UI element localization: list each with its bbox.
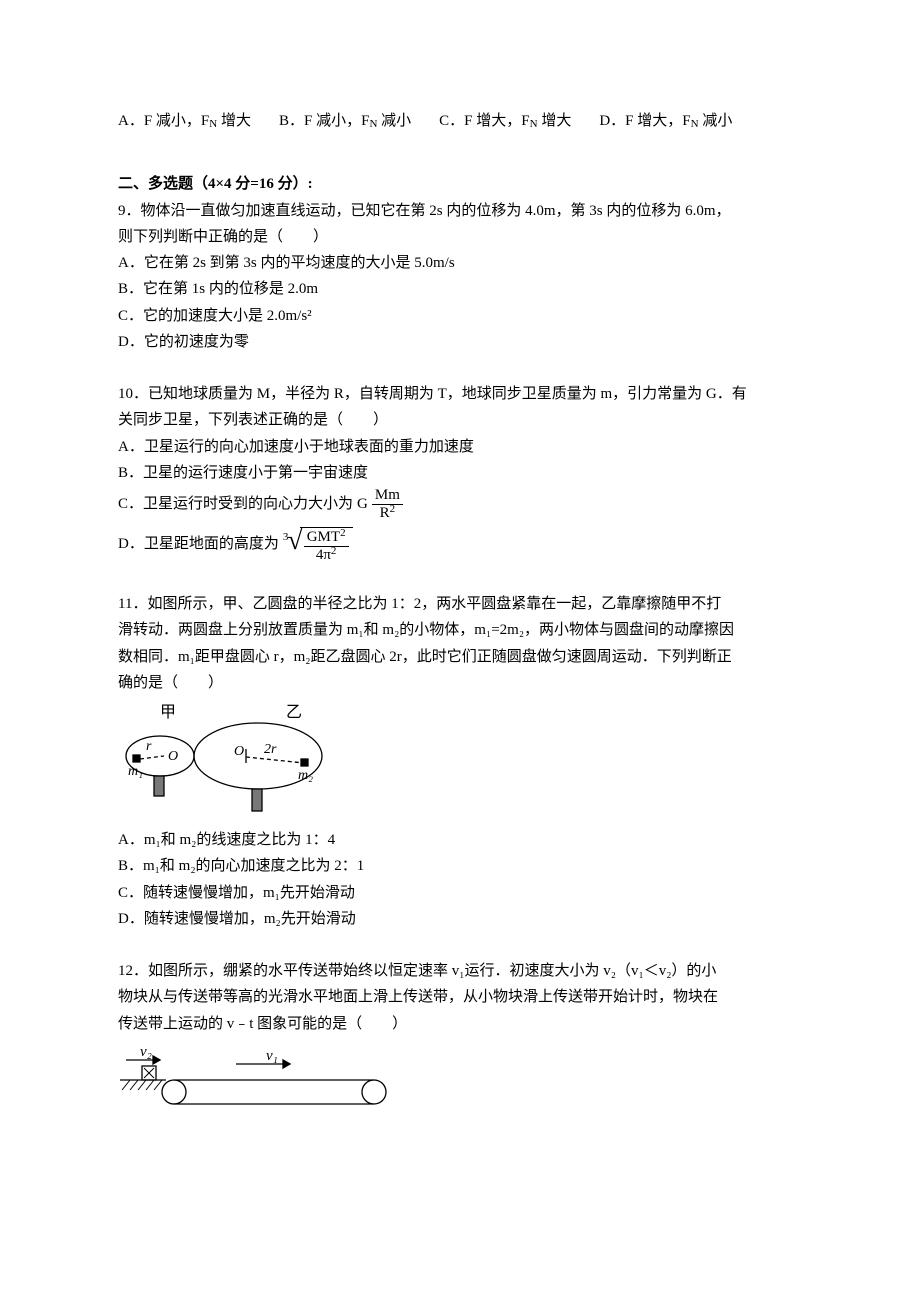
q10-opt-b: B．卫星的运行速度小于第一宇宙速度 — [118, 462, 802, 485]
q9-stem-line1: 9．物体沿一直做匀加速直线运动，已知它在第 2s 内的位移为 4.0m，第 3s… — [118, 200, 802, 223]
q11-stem-line2: 滑转动．两圆盘上分别放置质量为 m₁和 m₂的小物体，m₁=2m₂，两小物体与圆… — [118, 619, 802, 642]
q10-opt-a: A．卫星运行的向心加速度小于地球表面的重力加速度 — [118, 436, 802, 459]
page: A．F 减小，FN 增大 B．F 减小，FN 减小 C．F 增大，FN 增大 D… — [0, 0, 920, 1190]
q10-stem-line1: 10．已知地球质量为 M，半径为 R，自转周期为 T，地球同步卫星质量为 m，引… — [118, 383, 802, 406]
fig1-m1-label: m₁ — [128, 764, 143, 779]
fig1-O-yi: O — [234, 744, 244, 759]
top-opt-c: C．F 增大，FN 增大 — [439, 110, 571, 133]
fig2-v2-label: v₂ — [140, 1044, 152, 1060]
q11-stem-line1: 11．如图所示，甲、乙圆盘的半径之比为 1：2，两水平圆盘紧靠在一起，乙靠摩擦随… — [118, 593, 802, 616]
q11-opt-b: B．m₁和 m₂的向心加速度之比为 2：1 — [118, 855, 802, 878]
fig1-mass1 — [133, 755, 140, 762]
q12-stem-line2: 物块从与传送带等高的光滑水平地面上滑上传送带，从小物块滑上传送带开始计时，物块在 — [118, 986, 802, 1009]
fig1-label-yi: 乙 — [286, 704, 302, 721]
section-2-header: 二、多选题（4×4 分=16 分）: — [118, 173, 802, 196]
q10-stem-line2: 关同步卫星，下列表述正确的是（ ） — [118, 409, 802, 432]
top-opt-a: A．F 减小，FN 增大 — [118, 110, 251, 133]
q10-opt-c-lead: C．卫星运行时受到的向心力大小为 — [118, 493, 353, 516]
q10-opt-d-lead: D．卫星距地面的高度为 — [118, 533, 279, 556]
q11-stem-line3: 数相同．m₁距甲盘圆心 r，m₂距乙盘圆心 2r，此时它们正随圆盘做匀速圆周运动… — [118, 646, 802, 669]
q10-opt-c: C．卫星运行时受到的向心力大小为 G Mm R2 — [118, 488, 802, 521]
q11-figure: 甲 乙 O r m₁ O 2r m₂ — [118, 701, 802, 821]
q9-opt-d: D．它的初速度为零 — [118, 331, 802, 354]
fig2-v1-arrowhead — [283, 1060, 290, 1068]
q10-opt-d-radicand: GMT2 4π2 — [300, 527, 353, 563]
q10-opt-c-den: R2 — [377, 506, 399, 521]
q10-opt-c-G: G — [357, 493, 368, 516]
fig1-m2-label: m₂ — [298, 768, 313, 783]
fig1-r-label: r — [146, 739, 152, 754]
q10-opt-d-root: 3 √ GMT2 4π2 — [283, 527, 353, 563]
fig2-v1-label: v₁ — [266, 1048, 278, 1064]
q12-stem-line3: 传送带上运动的 v﹣t 图象可能的是（ ） — [118, 1013, 802, 1036]
fig1-2r-label: 2r — [264, 742, 277, 757]
q12-figure: v₂ v₁ — [118, 1042, 802, 1122]
q12-stem-line1: 12．如图所示，绷紧的水平传送带始终以恒定速率 v₁运行．初速度大小为 v₂（v… — [118, 960, 802, 983]
q11-opt-c: C．随转速慢慢增加，m₁先开始滑动 — [118, 882, 802, 905]
fig1-mass2 — [301, 759, 308, 766]
q9-opt-a: A．它在第 2s 到第 3s 内的平均速度的大小是 5.0m/s — [118, 252, 802, 275]
q11-stem-line4: 确的是（ ） — [118, 672, 802, 695]
top-opt-b: B．F 减小，FN 减小 — [279, 110, 411, 133]
fig1-O-jia: O — [168, 749, 178, 764]
fig2-pulley-left — [162, 1080, 186, 1104]
q9-stem-line2: 则下列判断中正确的是（ ） — [118, 226, 802, 249]
fig2-hatching — [122, 1080, 162, 1090]
fig1-2r-line — [246, 757, 304, 763]
fig2-pulley-right — [362, 1080, 386, 1104]
fig1-shaft-yi — [252, 789, 262, 811]
fig2-v2-arrowhead — [153, 1056, 160, 1064]
top-options-row: A．F 减小，FN 增大 B．F 减小，FN 减小 C．F 增大，FN 增大 D… — [118, 110, 802, 133]
fig1-r-line — [140, 756, 164, 759]
q11-opt-d: D．随转速慢慢增加，m₂先开始滑动 — [118, 908, 802, 931]
q10-opt-c-frac: Mm R2 — [372, 488, 403, 521]
fig1-shaft-jia — [154, 776, 164, 796]
q9-opt-b: B．它在第 1s 内的位移是 2.0m — [118, 278, 802, 301]
q9-opt-c: C．它的加速度大小是 2.0m/s² — [118, 305, 802, 328]
q11-opt-a: A．m₁和 m₂的线速度之比为 1：4 — [118, 829, 802, 852]
q10-opt-c-num: Mm — [372, 488, 403, 503]
top-opt-d: D．F 增大，FN 减小 — [599, 110, 732, 133]
q10-opt-d: D．卫星距地面的高度为 3 √ GMT2 4π2 — [118, 527, 802, 563]
fig1-label-jia: 甲 — [160, 704, 176, 721]
